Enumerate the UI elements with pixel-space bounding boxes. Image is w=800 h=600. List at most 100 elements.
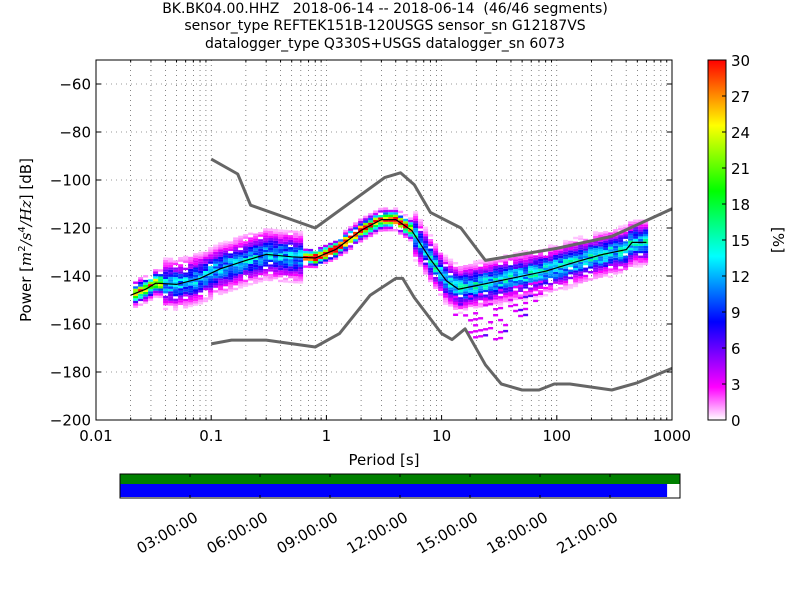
pdf-cell xyxy=(293,281,299,284)
pdf-cell xyxy=(413,252,419,255)
pdf-cell xyxy=(558,279,564,283)
pdf-cell xyxy=(263,261,269,265)
pdf-cell xyxy=(213,285,219,288)
pdf-cell xyxy=(293,269,299,272)
pdf-cell xyxy=(178,281,184,284)
pdf-cell xyxy=(253,240,259,244)
pdf-cell xyxy=(368,222,374,226)
pdf-cell xyxy=(548,287,554,291)
pdf-cell xyxy=(548,263,554,267)
pdf-cell xyxy=(418,218,424,222)
pdf-cell xyxy=(283,246,289,249)
pdf-cell xyxy=(223,281,229,284)
pdf-cell xyxy=(493,338,499,341)
pdf-cell xyxy=(498,330,504,334)
pdf-cell xyxy=(543,265,549,268)
pdf-cell xyxy=(528,265,534,269)
pdf-cell xyxy=(193,260,199,263)
pdf-cell xyxy=(288,239,294,243)
pdf-cell xyxy=(243,262,249,266)
pdf-cell xyxy=(148,291,154,294)
pdf-cell xyxy=(228,267,234,271)
pdf-cell xyxy=(558,272,564,275)
pdf-cell xyxy=(483,263,489,266)
pdf-cell xyxy=(443,297,449,301)
pdf-cell xyxy=(243,246,249,249)
pdf-cell xyxy=(158,278,164,282)
pdf-cell xyxy=(323,259,329,262)
pdf-cell xyxy=(613,248,619,251)
pdf-cell xyxy=(283,251,289,254)
pdf-cell xyxy=(203,278,209,281)
pdf-cell xyxy=(538,254,544,257)
pdf-cell xyxy=(138,284,144,287)
pdf-cell xyxy=(463,298,469,301)
pdf-cell xyxy=(538,266,544,269)
pdf-cell xyxy=(138,289,144,292)
pdf-cell xyxy=(473,296,479,299)
pdf-cell xyxy=(268,274,274,277)
pdf-cell xyxy=(433,255,439,258)
pdf-cell xyxy=(578,254,584,257)
pdf-cell xyxy=(268,245,274,248)
pdf-cell xyxy=(633,253,639,256)
pdf-cell xyxy=(613,257,619,261)
pdf-cell xyxy=(288,256,294,260)
pdf-cell xyxy=(208,290,214,293)
pdf-cell xyxy=(178,259,184,262)
pdf-cell xyxy=(473,324,479,327)
pdf-cell xyxy=(428,234,434,237)
pdf-cell xyxy=(418,238,424,241)
pdf-cell xyxy=(533,276,539,280)
pdf-cell xyxy=(433,272,439,275)
pdf-cell xyxy=(243,234,249,237)
pdf-cell xyxy=(273,238,279,241)
pdf-cell xyxy=(283,249,289,252)
pdf-cell xyxy=(578,281,584,284)
pdf-cell xyxy=(253,235,259,239)
pdf-cell xyxy=(513,266,519,269)
pdf-cell xyxy=(213,261,219,264)
x-tick-label: 0.01 xyxy=(79,427,112,445)
pdf-cell xyxy=(173,284,179,287)
timeline-tick-label: 09:00:00 xyxy=(274,508,341,557)
pdf-cell xyxy=(458,282,464,286)
pdf-cell xyxy=(623,255,629,259)
pdf-cell xyxy=(163,295,169,299)
pdf-cell xyxy=(448,292,454,295)
pdf-cell xyxy=(268,247,274,250)
pdf-cell xyxy=(223,259,229,263)
pdf-cell xyxy=(643,236,649,239)
pdf-cell xyxy=(523,276,529,279)
pdf-cell xyxy=(538,280,544,283)
pdf-cell xyxy=(378,229,384,232)
pdf-cell xyxy=(133,303,139,306)
pdf-cell xyxy=(573,265,579,268)
pdf-cell xyxy=(223,291,229,294)
pdf-cell xyxy=(493,282,499,286)
pdf-cell xyxy=(413,242,419,245)
pdf-cell xyxy=(373,210,379,213)
pdf-cell xyxy=(493,287,499,290)
pdf-cell xyxy=(268,266,274,270)
pdf-cell xyxy=(473,282,479,285)
pdf-cell xyxy=(608,263,614,266)
pdf-cell xyxy=(153,271,159,274)
pdf-cell xyxy=(223,288,229,292)
pdf-cell xyxy=(413,230,419,233)
pdf-cell xyxy=(303,248,309,251)
pdf-cell xyxy=(198,275,204,279)
pdf-cell xyxy=(423,255,429,258)
pdf-cell xyxy=(358,228,364,231)
pdf-cell xyxy=(483,260,489,264)
pdf-cell xyxy=(453,293,459,296)
pdf-cell xyxy=(183,306,189,309)
pdf-cell xyxy=(508,298,514,302)
pdf-cell xyxy=(438,288,444,291)
pdf-cell xyxy=(488,291,494,294)
pdf-cell xyxy=(208,278,214,281)
pdf-cell xyxy=(163,269,169,272)
pdf-cell xyxy=(513,252,519,255)
pdf-cell xyxy=(463,284,469,287)
pdf-cell xyxy=(173,274,179,278)
